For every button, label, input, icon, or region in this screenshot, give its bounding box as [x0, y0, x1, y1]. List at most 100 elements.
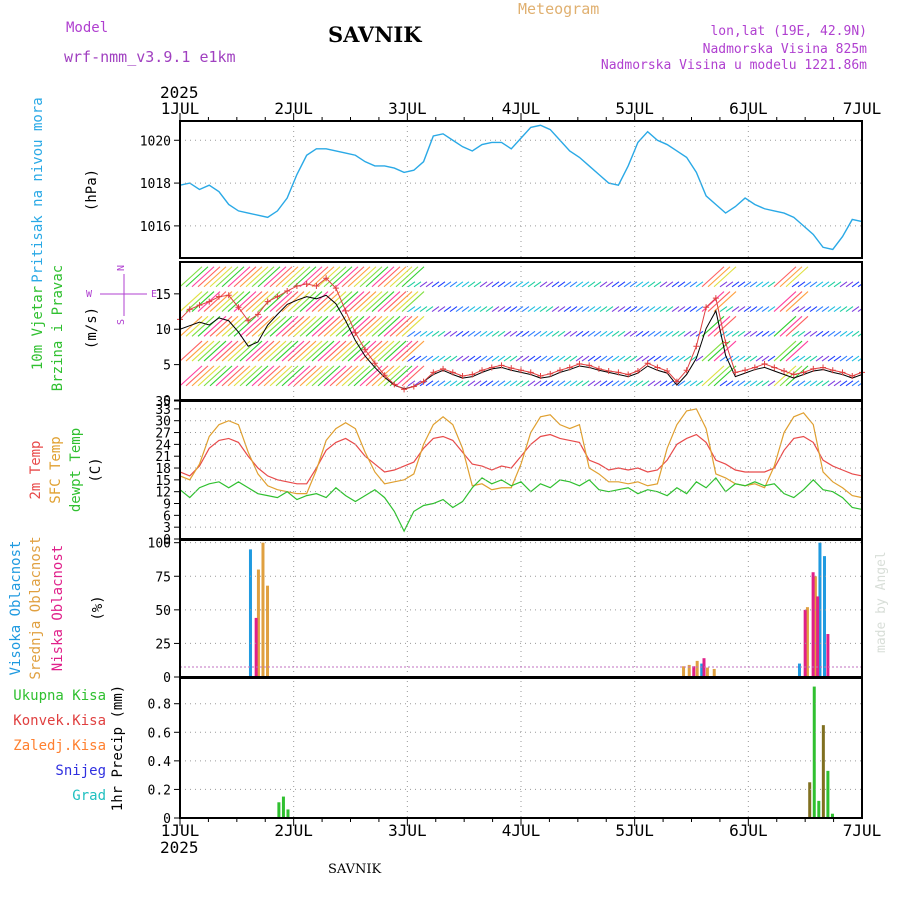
wind-gust-marker	[245, 317, 252, 324]
wind-barb	[731, 380, 740, 387]
wind-barb	[467, 380, 476, 387]
y-tick-label: 5	[163, 359, 171, 374]
wind-barb	[473, 306, 482, 312]
wind-barb	[365, 315, 389, 337]
wind-barb	[539, 281, 548, 288]
mid-cloud-bar	[705, 667, 709, 677]
wind-barb	[569, 330, 578, 337]
wind-barb	[827, 355, 836, 362]
wind-barb	[377, 340, 401, 362]
footer-station: SAVNIK	[328, 862, 382, 877]
wind-barb	[431, 380, 440, 387]
wind-barb	[305, 365, 329, 387]
wind-barb	[263, 266, 287, 288]
wind-barb	[575, 330, 584, 337]
wind-barb	[383, 365, 407, 387]
wind-barb	[533, 330, 542, 337]
wind-barb	[515, 330, 524, 337]
wind-barb	[605, 330, 614, 337]
wind-barb	[635, 306, 644, 312]
wind-gust-marker	[488, 364, 495, 371]
wind-barb	[623, 380, 632, 387]
wind-barb	[413, 306, 422, 312]
wind-barb	[299, 315, 323, 337]
wind-barb	[821, 380, 830, 387]
wind-barb	[269, 291, 293, 312]
precip-bar	[812, 686, 816, 818]
wind-gust-marker	[371, 360, 378, 367]
wind-barb	[641, 355, 650, 362]
wind-gust-marker	[420, 378, 427, 385]
x-tick-label-bottom: 1JUL	[161, 821, 200, 840]
wind-gust-marker	[586, 362, 593, 369]
mid-cloud-bar	[266, 585, 270, 677]
wind-barb	[227, 365, 251, 387]
wind-barb	[359, 315, 383, 337]
wind-barb	[515, 380, 524, 387]
wind-barb	[389, 266, 413, 288]
low-cloud-bar	[692, 666, 696, 677]
chart-title: Meteogram	[518, 0, 600, 18]
wind-barb	[629, 380, 638, 387]
wind-barb	[479, 330, 488, 337]
wind-barb	[791, 380, 800, 387]
wind-barb	[587, 306, 596, 312]
precip-bar	[281, 796, 285, 818]
wind-barb	[461, 330, 470, 337]
wind-barb	[443, 330, 452, 337]
wind-barb	[569, 355, 578, 362]
wind-barb	[359, 291, 383, 312]
pressure-unit-label: (hPa)	[84, 169, 100, 211]
wind-barb	[383, 291, 407, 312]
wind-barb	[797, 380, 806, 387]
wind-barb	[617, 380, 626, 387]
wind-barb	[533, 380, 542, 387]
wind-barb	[323, 315, 347, 337]
wind-barb	[185, 365, 209, 387]
wind-barb	[701, 365, 725, 387]
y-tick-label: 12	[155, 486, 171, 501]
y-tick-label: 15	[155, 474, 171, 489]
low-cloud-bar	[254, 617, 258, 677]
wind-barb	[557, 306, 566, 312]
wind-barb	[473, 355, 482, 362]
wind-barb	[599, 281, 608, 288]
wind-barb	[180, 291, 203, 312]
wind-gust-marker	[215, 293, 222, 300]
wind-barb	[251, 365, 275, 387]
wind-barb	[395, 291, 419, 312]
wind-barb	[281, 266, 305, 288]
wind-barb	[833, 281, 842, 288]
wind-barb	[815, 281, 824, 288]
wind-barb	[299, 266, 323, 288]
wind-barb	[803, 306, 812, 312]
wind-barb	[803, 330, 812, 337]
wind-gust-marker	[186, 306, 193, 313]
wind-barb	[683, 281, 692, 288]
compass-north: N	[116, 265, 127, 271]
y-tick-label: 75	[155, 570, 171, 585]
wind-gust-marker	[323, 275, 330, 282]
precip-bar	[821, 725, 825, 818]
y-tick-label: 1020	[140, 134, 171, 149]
wind-gust-marker	[391, 381, 398, 388]
wind-barb	[257, 365, 281, 387]
wind-axis-label: 10m Vjetar	[30, 286, 46, 370]
wind-barb	[779, 365, 803, 387]
wind-gust-marker	[206, 298, 213, 305]
wind-barb	[485, 306, 494, 312]
y-tick-label: 9	[163, 498, 171, 513]
wind-barb	[461, 355, 470, 362]
wind-gust-marker	[771, 364, 778, 371]
wind-barb	[791, 330, 800, 337]
wind-barb	[323, 365, 347, 387]
wind-barb	[347, 365, 371, 387]
wind-barb	[851, 306, 860, 312]
wind-barb	[653, 281, 662, 288]
wind-barb	[737, 380, 746, 387]
wind-barb	[191, 315, 215, 337]
wind-barb	[755, 330, 764, 337]
wind-gust-marker	[839, 369, 846, 376]
wind-barb	[293, 266, 317, 288]
wind-barb	[419, 306, 428, 312]
